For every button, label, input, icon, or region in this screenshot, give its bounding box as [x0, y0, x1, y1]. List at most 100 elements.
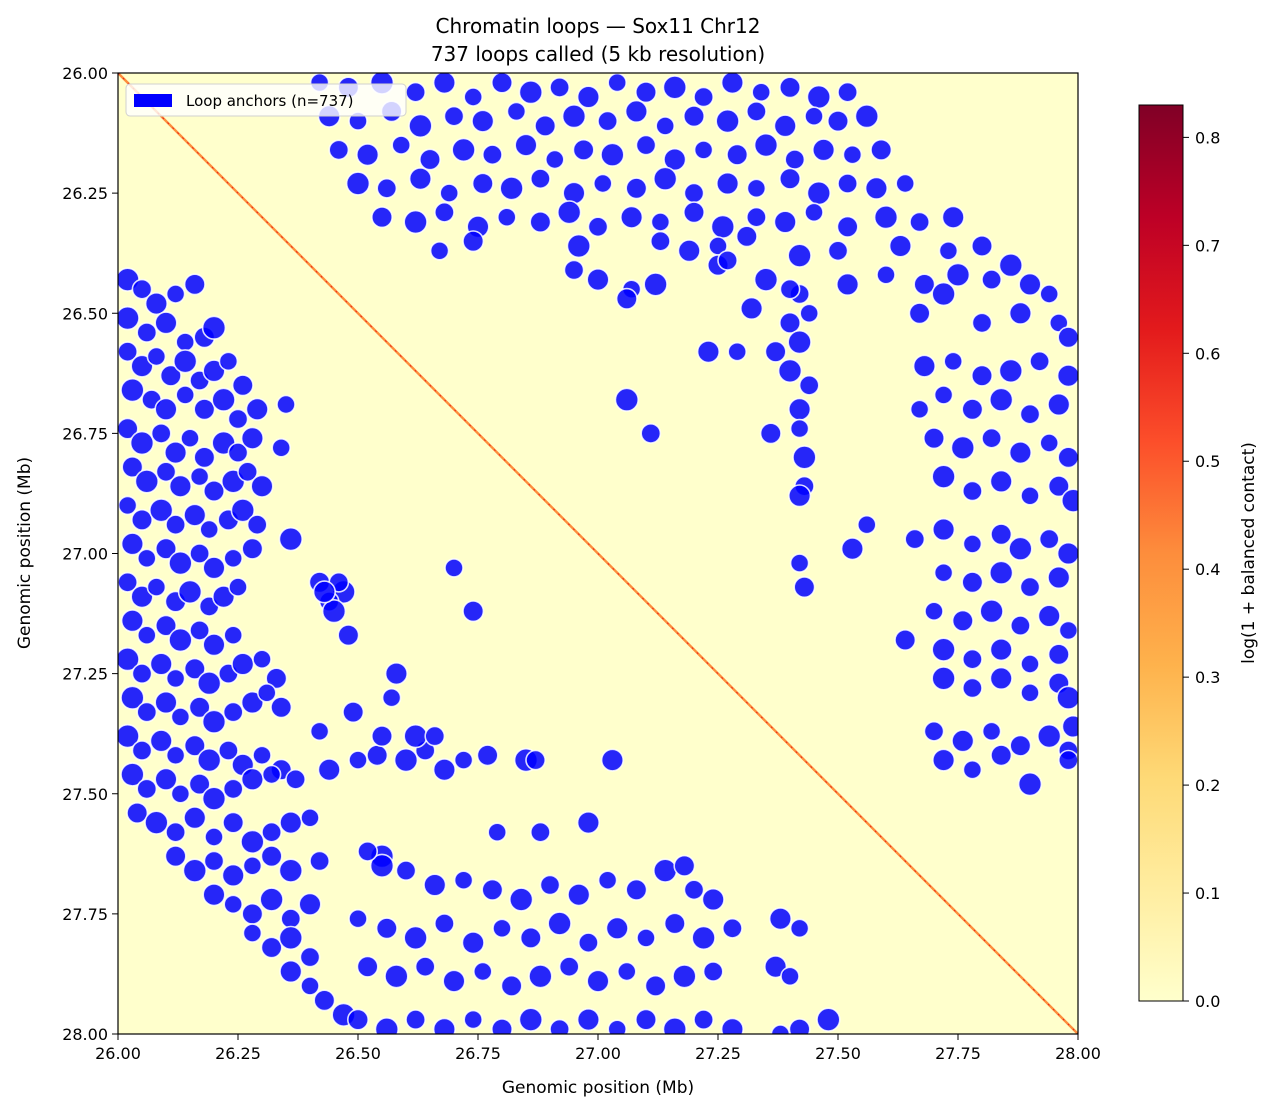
loop-anchor-point [938, 241, 959, 261]
loop-anchor-point [945, 262, 971, 287]
loop-anchor-point [348, 750, 368, 770]
loop-anchor-point [789, 553, 810, 573]
loop-anchor-point [1049, 313, 1069, 333]
loop-anchor-point [381, 687, 402, 708]
loop-anchor-point [136, 778, 158, 800]
y-tick-label: 27.25 [62, 665, 108, 684]
loop-anchor-point [1036, 723, 1062, 749]
loop-anchor-point [118, 495, 138, 516]
loop-anchor-point [1019, 403, 1041, 425]
loop-anchor-point [342, 701, 365, 724]
x-tick-label: 26.50 [335, 1044, 381, 1063]
x-tick-label: 28.00 [1055, 1044, 1101, 1063]
loop-anchor-point [252, 649, 272, 670]
loop-anchor-point [280, 908, 302, 930]
loop-anchor-point [1019, 576, 1041, 598]
legend-swatch [134, 94, 172, 107]
loop-anchor-point [625, 177, 648, 200]
loop-anchor-point [271, 437, 292, 458]
loop-anchor-point [403, 925, 428, 951]
loop-anchor-point [650, 212, 671, 232]
loop-anchor-point [961, 398, 984, 421]
loop-anchor-point [211, 387, 236, 412]
loop-anchor-point [285, 768, 307, 790]
loop-anchor-point [614, 387, 639, 412]
loop-anchor-point [931, 517, 956, 542]
loop-anchor-point [134, 469, 160, 494]
loop-anchor-point [408, 167, 433, 191]
loop-anchor-point [1047, 475, 1070, 498]
x-tick-label: 26.00 [95, 1044, 141, 1063]
loop-anchor-point [788, 1018, 811, 1034]
loop-anchor-point [683, 182, 705, 204]
loop-anchor-point [245, 397, 269, 421]
loop-anchor-point [506, 101, 527, 122]
loop-anchor-point [530, 821, 551, 843]
loop-anchor-point [644, 974, 667, 997]
loop-anchor-point [888, 234, 913, 258]
loop-anchor-point [1047, 392, 1071, 417]
loop-anchor-point [118, 341, 138, 363]
loop-anchor-point [864, 176, 889, 200]
loop-anchor-point [242, 855, 263, 876]
loop-anchor-point [146, 346, 167, 367]
loop-anchor-point [727, 341, 748, 362]
loop-anchor-point [998, 358, 1023, 384]
loop-anchor-point [204, 827, 224, 847]
loop-anchor-point [405, 81, 427, 103]
loop-anchor-point [509, 887, 534, 912]
loop-anchor-point [981, 721, 1002, 742]
loop-anchor-point [131, 508, 154, 531]
loop-anchor-point [424, 725, 446, 747]
loop-anchor-point [530, 168, 551, 190]
loop-anchor-point [159, 364, 182, 387]
loop-anchor-point [126, 801, 149, 824]
loop-anchor-point [1020, 654, 1040, 674]
loop-anchor-point [370, 206, 393, 229]
loop-anchor-point [702, 961, 724, 982]
loop-anchor-point [155, 461, 177, 483]
loop-anchor-point [429, 241, 450, 261]
loop-anchor-point [962, 648, 983, 670]
colorbar-gradient [1138, 104, 1184, 1002]
loop-anchor-point [576, 810, 601, 835]
loop-anchor-point [183, 503, 207, 527]
colorbar-tick-label: 0.8 [1195, 128, 1220, 147]
loop-anchor-point [221, 863, 245, 888]
colorbar-tick-label: 0.6 [1195, 344, 1220, 363]
loop-anchor-point [816, 1007, 841, 1032]
loop-anchor-point [710, 214, 735, 240]
y-axis-label: Genomic position (Mb) [15, 457, 35, 649]
x-tick-label: 26.75 [455, 1044, 501, 1063]
loop-anchor-point [528, 964, 553, 989]
loop-anchor-point [1010, 615, 1031, 637]
loop-anchor-point [691, 925, 716, 951]
loop-anchor-point [586, 268, 610, 292]
loop-anchor-point [451, 137, 476, 163]
loop-anchor-point [547, 911, 572, 936]
loop-anchor-point [1018, 272, 1042, 297]
loop-anchor-point [556, 200, 582, 225]
loop-anchor-point [650, 230, 671, 252]
loop-anchor-point [652, 858, 678, 883]
loop-anchor-point [662, 75, 687, 100]
legend: Loop anchors (n=737) [125, 83, 407, 117]
loop-anchor-point [1061, 488, 1078, 513]
x-tick-label: 27.50 [815, 1044, 861, 1063]
loop-anchor-point [348, 908, 368, 929]
loop-anchor-point [778, 167, 801, 190]
loop-anchor-point [751, 82, 772, 102]
loop-anchor-point [189, 543, 211, 564]
loop-anchor-point [1008, 536, 1033, 561]
loop-anchor-point [597, 870, 618, 891]
loop-anchor-point [197, 747, 222, 773]
loop-anchor-point [356, 955, 379, 978]
loop-anchor-point [228, 577, 248, 597]
loop-anchor-point [931, 666, 956, 691]
loop-anchor-point [443, 105, 465, 127]
loop-anchor-point [130, 354, 154, 378]
loop-anchor-point [270, 696, 293, 719]
loop-anchor-point [989, 469, 1013, 494]
loop-anchor-point [432, 758, 457, 782]
